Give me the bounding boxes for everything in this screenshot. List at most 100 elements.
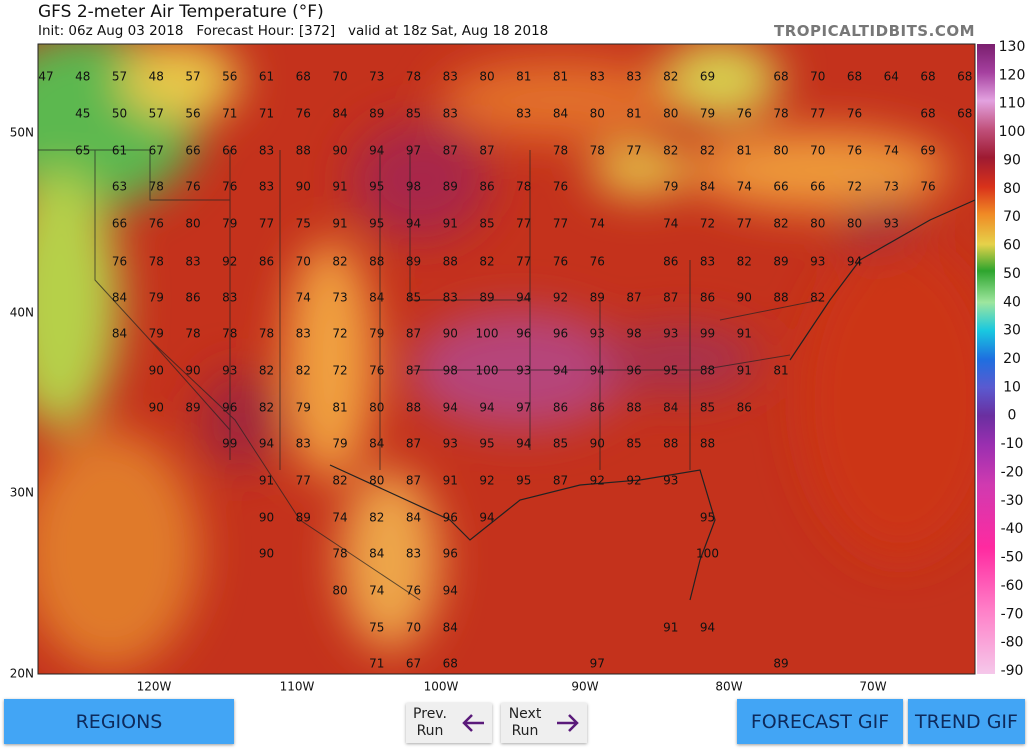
temperature-label: 94 bbox=[700, 621, 715, 635]
temperature-label: 93 bbox=[516, 364, 531, 378]
temperature-label: 82 bbox=[296, 364, 311, 378]
temperature-label: 76 bbox=[222, 180, 237, 194]
temperature-label: 88 bbox=[443, 255, 458, 269]
temperature-label: 78 bbox=[149, 180, 164, 194]
temperature-label: 74 bbox=[737, 180, 752, 194]
map-frame bbox=[37, 43, 976, 675]
temperature-label: 77 bbox=[810, 107, 825, 121]
temperature-label: 87 bbox=[479, 144, 494, 158]
temperature-label: 88 bbox=[369, 255, 384, 269]
temperature-label: 73 bbox=[884, 180, 899, 194]
temperature-label: 84 bbox=[369, 291, 384, 305]
lat-label: 30N bbox=[10, 486, 34, 500]
temperature-label: 76 bbox=[369, 364, 384, 378]
temperature-label: 74 bbox=[884, 144, 899, 158]
temperature-label: 87 bbox=[663, 291, 678, 305]
temperature-label: 66 bbox=[810, 180, 825, 194]
temperature-label: 85 bbox=[553, 437, 568, 451]
temperature-label: 86 bbox=[185, 291, 200, 305]
temperature-label: 75 bbox=[369, 621, 384, 635]
temperature-label: 89 bbox=[443, 180, 458, 194]
temperature-label: 91 bbox=[332, 180, 347, 194]
temperature-label: 84 bbox=[700, 180, 715, 194]
temperature-label: 76 bbox=[185, 180, 200, 194]
temperature-label: 83 bbox=[296, 437, 311, 451]
lon-label: 70W bbox=[859, 680, 886, 694]
temperature-label: 82 bbox=[369, 511, 384, 525]
temperature-label: 94 bbox=[479, 401, 494, 415]
temperature-label: 83 bbox=[443, 291, 458, 305]
temperature-label: 78 bbox=[332, 547, 347, 561]
temperature-label: 80 bbox=[663, 107, 678, 121]
temperature-label: 74 bbox=[332, 511, 347, 525]
lat-label: 20N bbox=[10, 667, 34, 681]
temperature-label: 78 bbox=[590, 144, 605, 158]
temperature-label: 96 bbox=[626, 364, 641, 378]
regions-button[interactable]: REGIONS bbox=[4, 699, 234, 744]
forecast-gif-button[interactable]: FORECAST GIF bbox=[737, 699, 903, 744]
colorbar-label: -40 bbox=[1001, 521, 1024, 537]
temperature-label: 90 bbox=[443, 327, 458, 341]
colorbar-label: -60 bbox=[1001, 578, 1024, 594]
temperature-label: 81 bbox=[626, 107, 641, 121]
temperature-label: 72 bbox=[332, 364, 347, 378]
temperature-label: 79 bbox=[369, 327, 384, 341]
temperature-label: 91 bbox=[443, 474, 458, 488]
temperature-label: 71 bbox=[222, 107, 237, 121]
temperature-label: 92 bbox=[479, 474, 494, 488]
temperature-label: 83 bbox=[626, 70, 641, 84]
temperature-label: 82 bbox=[332, 255, 347, 269]
colorbar-label: 0 bbox=[1008, 408, 1017, 424]
temperature-label: 84 bbox=[369, 437, 384, 451]
temperature-label: 78 bbox=[773, 107, 788, 121]
temperature-label: 73 bbox=[369, 70, 384, 84]
temperature-label: 78 bbox=[553, 144, 568, 158]
lat-label: 40N bbox=[10, 306, 34, 320]
temperature-label: 80 bbox=[369, 474, 384, 488]
prev-run-label: Prev. Run bbox=[413, 706, 447, 739]
temperature-label: 77 bbox=[737, 217, 752, 231]
temperature-label: 76 bbox=[737, 107, 752, 121]
temperature-label: 83 bbox=[700, 255, 715, 269]
temperature-label: 79 bbox=[149, 291, 164, 305]
temperature-label: 87 bbox=[443, 144, 458, 158]
temperature-label: 85 bbox=[406, 107, 421, 121]
temperature-label: 79 bbox=[296, 401, 311, 415]
temperature-label: 91 bbox=[332, 217, 347, 231]
temperature-label: 74 bbox=[296, 291, 311, 305]
temperature-label: 57 bbox=[185, 70, 200, 84]
next-run-button[interactable]: Next Run bbox=[501, 703, 587, 743]
temperature-label: 96 bbox=[443, 547, 458, 561]
temperature-label: 81 bbox=[516, 70, 531, 84]
temperature-label: 83 bbox=[443, 107, 458, 121]
temperature-label: 86 bbox=[700, 291, 715, 305]
temperature-label: 94 bbox=[443, 584, 458, 598]
temperature-label: 73 bbox=[332, 291, 347, 305]
colorbar-label: 130 bbox=[999, 39, 1026, 55]
temperature-label: 78 bbox=[185, 327, 200, 341]
temperature-label: 84 bbox=[663, 401, 678, 415]
temperature-label: 84 bbox=[406, 511, 421, 525]
temperature-label: 90 bbox=[332, 144, 347, 158]
temperature-label: 95 bbox=[479, 437, 494, 451]
temperature-label: 77 bbox=[553, 217, 568, 231]
temperature-label: 76 bbox=[149, 217, 164, 231]
temperature-label: 92 bbox=[626, 474, 641, 488]
temperature-label: 76 bbox=[920, 180, 935, 194]
temperature-field bbox=[38, 44, 975, 674]
colorbar-label: 90 bbox=[1003, 152, 1021, 168]
temperature-label: 86 bbox=[590, 401, 605, 415]
temperature-label: 84 bbox=[443, 621, 458, 635]
temperature-label: 68 bbox=[773, 70, 788, 84]
temperature-label: 100 bbox=[476, 327, 499, 341]
trend-gif-button[interactable]: TREND GIF bbox=[908, 699, 1025, 744]
temperature-label: 89 bbox=[590, 291, 605, 305]
temperature-label: 88 bbox=[663, 437, 678, 451]
temperature-label: 85 bbox=[626, 437, 641, 451]
temperature-label: 90 bbox=[259, 547, 274, 561]
prev-run-button[interactable]: Prev. Run bbox=[406, 703, 492, 743]
temperature-label: 69 bbox=[920, 144, 935, 158]
temperature-label: 89 bbox=[185, 401, 200, 415]
temperature-label: 64 bbox=[884, 70, 899, 84]
temperature-label: 88 bbox=[626, 401, 641, 415]
